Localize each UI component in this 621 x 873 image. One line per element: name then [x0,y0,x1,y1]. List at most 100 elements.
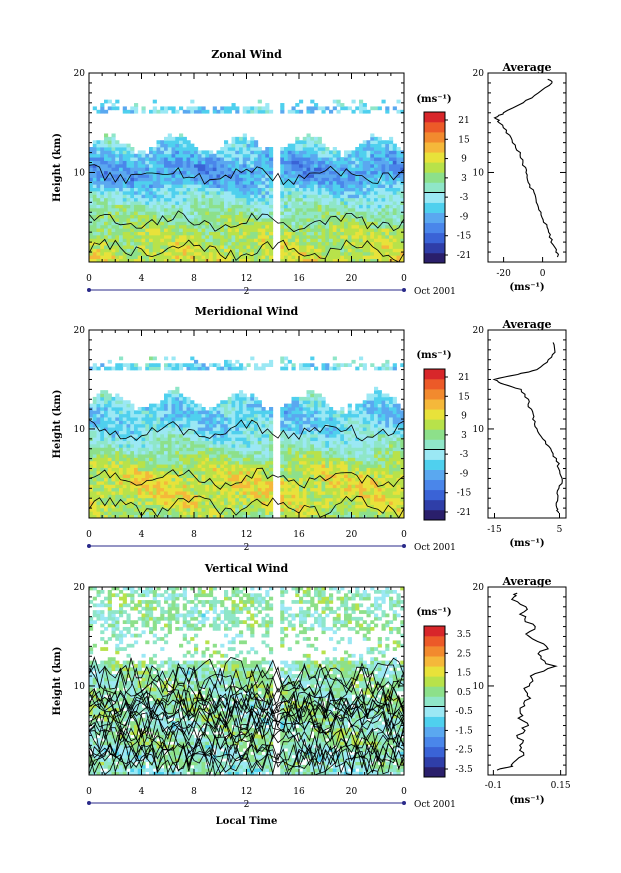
heatmap-cell [235,403,240,408]
heatmap-cell [186,224,191,229]
heatmap-cell [261,423,266,428]
heatmap-cell [209,497,214,502]
date-label: Oct 2001 [414,287,456,297]
heatmap-cell [216,180,221,185]
heatmap-cell [197,417,202,421]
heatmap-cell [182,136,187,141]
heatmap-cell [392,224,397,229]
heatmap-cell [126,437,131,442]
heatmap-cell [231,454,236,458]
heatmap-cell [355,228,360,232]
heatmap-cell [254,174,259,178]
heatmap-cell [239,400,244,405]
heatmap-cell [329,248,334,253]
heatmap-cell [119,157,124,161]
heatmap-cell [182,187,187,192]
heatmap-cell [186,204,191,209]
heatmap-cell [96,140,101,145]
heatmap-cell [235,231,240,236]
heatmap-cell [156,204,161,209]
heatmap-cell [190,504,195,509]
heatmap-cell [257,180,262,185]
heatmap-cell [396,251,401,256]
heatmap-cell [216,363,221,368]
heatmap-cell [269,234,274,239]
heatmap-cell [156,497,161,502]
heatmap-cell [182,484,187,489]
heatmap-cell [126,484,131,489]
heatmap-cell [220,177,225,182]
heatmap-cell [194,433,199,438]
heatmap-cell [280,234,285,239]
heatmap-cell [100,255,105,260]
heatmap-cell [167,427,172,431]
heatmap-cell [344,248,349,253]
heatmap-cell [111,258,116,263]
heatmap-cell [186,417,191,421]
heatmap-cell [332,231,337,236]
heatmap-cell [160,400,165,405]
heatmap-cell [246,417,251,421]
heatmap-cell [179,234,184,239]
heatmap-cell [182,494,187,499]
heatmap-cell [374,184,379,188]
heatmap-cell [171,241,176,246]
heatmap-cell [167,153,172,158]
heatmap-cell [220,511,225,516]
heatmap-cell [122,201,127,205]
heatmap-cell [366,251,371,256]
heatmap-cell [220,427,225,431]
heatmap-cell [122,410,127,415]
heatmap-cell [310,245,315,249]
heatmap-cell [302,231,307,236]
heatmap-cell [190,494,195,499]
heatmap-cell [111,450,116,455]
heatmap-cell [145,187,150,192]
heatmap-cell [212,437,217,442]
heatmap-cell [194,214,199,219]
heatmap-cell [310,109,315,114]
heatmap-cell [137,450,142,455]
heatmap-cell [310,136,315,141]
heatmap-cell [156,417,161,421]
heatmap-cell [134,234,139,239]
heatmap-cell [92,160,97,165]
heatmap-cell [201,474,206,479]
heatmap-cell [306,157,311,161]
heatmap-cell [246,143,251,148]
heatmap-cell [340,160,345,165]
heatmap-cell [122,245,127,249]
heatmap-cell [329,167,334,172]
heatmap-cell [242,190,247,195]
heatmap-cell [257,413,262,418]
heatmap-cell [254,507,259,512]
heatmap-cell [224,363,229,368]
heatmap-cell [119,423,124,428]
heatmap-cell [156,109,161,114]
heatmap-cell [126,167,131,172]
heatmap-cell [179,491,184,495]
heatmap-cell [227,218,232,222]
heatmap-cell [137,180,142,185]
heatmap-cell [104,174,109,178]
heatmap-cell [220,207,225,212]
heatmap-cell [359,258,364,263]
heatmap-cell [175,437,180,442]
heatmap-cell [179,207,184,212]
heatmap-cell [220,180,225,185]
heatmap-cell [220,400,225,405]
heatmap-cell [156,184,161,188]
heatmap-cell [164,460,169,465]
heatmap-cell [197,224,202,229]
heatmap-cell [141,211,146,216]
heatmap-cell [126,477,131,482]
heatmap-cell [212,491,217,495]
heatmap-cell [164,514,169,519]
heatmap-cell [134,460,139,465]
heatmap-cell [104,170,109,175]
heatmap-cell [347,153,352,158]
heatmap-cell [186,187,191,192]
heatmap-cell [197,184,202,188]
heatmap-cell [351,177,356,182]
heatmap-cell [186,494,191,499]
